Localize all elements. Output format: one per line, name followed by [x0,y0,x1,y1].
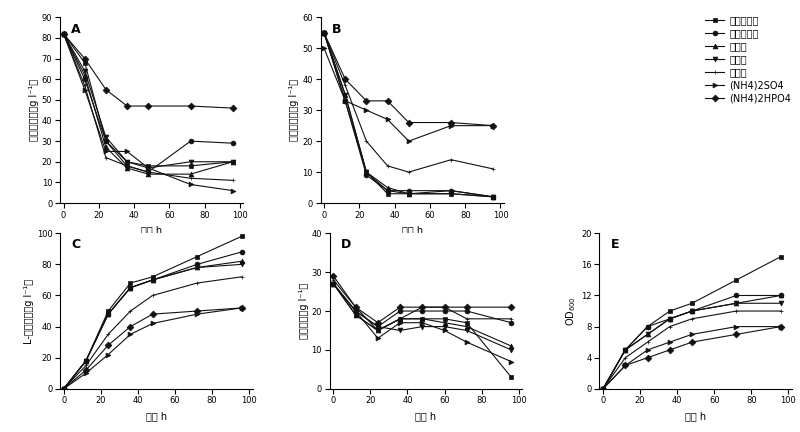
Text: E: E [611,238,619,251]
Text: C: C [71,238,81,251]
Y-axis label: L-乳酸浓度（g l⁻¹）: L-乳酸浓度（g l⁻¹） [24,279,34,343]
X-axis label: 时间 h: 时间 h [141,225,162,235]
X-axis label: 时间 h: 时间 h [415,411,437,421]
Y-axis label: 还原糖浓度（g l⁻¹）: 还原糖浓度（g l⁻¹） [29,79,39,141]
Text: A: A [71,23,81,36]
X-axis label: 时间 h: 时间 h [685,411,706,421]
Text: B: B [331,23,341,36]
Text: D: D [342,238,351,251]
Y-axis label: 木糖浓度（g l⁻¹）: 木糖浓度（g l⁻¹） [298,283,309,339]
X-axis label: 时间 h: 时间 h [402,225,423,235]
X-axis label: 时间 h: 时间 h [146,411,167,421]
Legend: 酵母提取物, 玉米浆干粉, 花生粕, 豆饼粉, 蛋白胨, (NH4)2SO4, (NH4)2HPO4: 酵母提取物, 玉米浆干粉, 花生粕, 豆饼粉, 蛋白胨, (NH4)2SO4, … [705,16,791,103]
Y-axis label: OD$_{600}$: OD$_{600}$ [565,296,578,326]
Y-axis label: 糖蜜糖浓度（g l⁻¹）: 糖蜜糖浓度（g l⁻¹） [290,79,299,141]
